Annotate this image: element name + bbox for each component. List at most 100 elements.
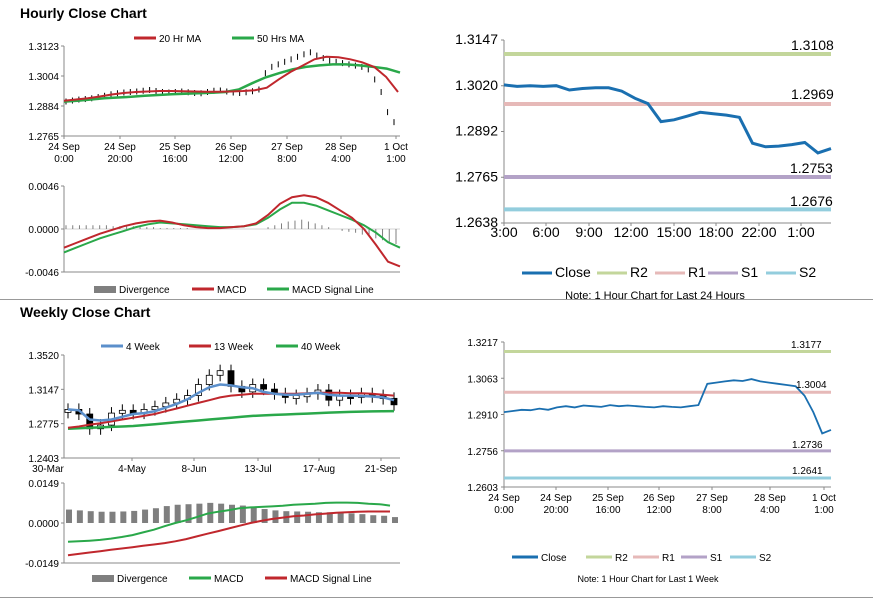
legend-50hrs-ma-label: 50 Hrs MA <box>257 34 305 45</box>
hourly-macd-ytick-label: 0.0000 <box>28 225 59 236</box>
hourly-price-xtick-label: 25 Sep <box>159 142 191 153</box>
series-4-week-line <box>67 383 395 422</box>
weekly-price-xtick-label: 30-Mar <box>32 464 64 475</box>
hourly-price-xtick-label: 0:00 <box>54 154 74 165</box>
weekly-levels-note: Note: 1 Hour Chart for Last 1 Week <box>578 574 719 584</box>
legend-hourly-divergence-label: Divergence <box>119 285 170 296</box>
hourly-macd-ytick-label: -0.0046 <box>25 268 59 279</box>
weekly-levels-level-label: 1.3004 <box>796 380 827 391</box>
weekly-candle <box>205 374 213 385</box>
weekly-divergence-bar <box>142 509 149 523</box>
hourly-levels-legend-close-label: Close <box>555 264 591 280</box>
weekly-divergence-bar <box>98 511 105 523</box>
hourly-levels-xtick-label: 22:00 <box>741 224 776 240</box>
weekly-levels-ytick-label: 1.2910 <box>467 411 498 422</box>
legend-weekly-divergence-label: Divergence <box>117 574 168 585</box>
weekly-levels-xtick-label: 26 Sep <box>643 493 675 504</box>
hourly-price-xtick-label: 24 Sep <box>48 142 80 153</box>
weekly-levels-level-label: 1.2641 <box>792 466 823 477</box>
weekly-divergence-bar <box>196 503 203 523</box>
hourly-price-xtick-label: 20:00 <box>107 154 132 165</box>
weekly-divergence-bar <box>174 504 181 523</box>
legend-13-week-label: 13 Week <box>214 342 254 353</box>
weekly-levels-xtick-label: 1 Oct <box>812 493 836 504</box>
hourly-macd-ytick-label: 0.0046 <box>28 182 59 193</box>
weekly-levels-ytick-label: 1.2756 <box>467 447 498 458</box>
hourly-levels-ytick-label: 1.2892 <box>455 123 498 139</box>
bottom-divider <box>0 597 873 598</box>
weekly-divergence-bar <box>66 509 72 523</box>
hourly-price-xtick-label: 27 Sep <box>271 142 303 153</box>
hourly-levels-level-label: 1.3108 <box>791 37 834 53</box>
hourly-levels-ytick-label: 1.2638 <box>455 214 498 230</box>
weekly-divergence-bar <box>163 506 170 523</box>
hourly-levels-ytick-label: 1.3147 <box>455 31 498 47</box>
weekly-levels-xtick-label: 4:00 <box>760 505 780 516</box>
hourly-levels-ytick-label: 1.3020 <box>455 77 498 93</box>
hourly-levels-close-line <box>503 83 832 155</box>
series-40-week-line <box>67 409 395 431</box>
weekly-divergence-bar <box>131 510 138 523</box>
weekly-levels-level-label: 1.2736 <box>792 440 823 451</box>
weekly-divergence-bar <box>229 504 235 523</box>
weekly-candle <box>216 370 224 376</box>
weekly-levels-legend-s2-label: S2 <box>759 553 772 564</box>
hourly-levels-xtick-label: 6:00 <box>532 224 559 240</box>
weekly-divergence-bar <box>370 515 377 523</box>
hourly-levels-legend-r2-label: R2 <box>630 264 648 280</box>
series-hourly-macd-line <box>63 194 401 268</box>
weekly-levels-legend-s1-label: S1 <box>710 553 723 564</box>
hourly-levels-xtick-label: 1:00 <box>787 224 814 240</box>
weekly-macd-ytick-label: 0.0000 <box>28 519 59 530</box>
weekly-levels-xtick-label: 16:00 <box>595 505 620 516</box>
hourly-levels-ytick-label: 1.2765 <box>455 168 498 184</box>
legend-hourly-divergence-swatch <box>94 286 116 293</box>
hourly-price-xtick-label: 12:00 <box>218 154 243 165</box>
hourly-levels-xtick-label: 15:00 <box>656 224 691 240</box>
hourly-levels-legend-s1-label: S1 <box>741 264 758 280</box>
weekly-levels-ytick-label: 1.3063 <box>467 374 498 385</box>
weekly-divergence-bar <box>392 517 398 523</box>
weekly-candle <box>390 397 398 406</box>
weekly-divergence-bar <box>326 512 333 523</box>
weekly-macd-ytick-label: -0.0149 <box>25 559 59 570</box>
hourly-levels-legend-r1-label: R1 <box>688 264 706 280</box>
weekly-price-xtick-label: 13-Jul <box>244 464 271 475</box>
series-weekly-macd-line <box>67 501 391 543</box>
weekly-levels-ytick-label: 1.3217 <box>467 338 498 349</box>
weekly-divergence-bar <box>305 511 312 523</box>
hourly-levels-level-label: 1.2676 <box>790 193 833 209</box>
weekly-candle <box>151 406 159 411</box>
weekly-price-ytick-label: 1.3520 <box>28 351 59 362</box>
weekly-divergence-bar <box>239 505 246 523</box>
hourly-price-xtick-label: 16:00 <box>162 154 187 165</box>
legend-hourly-macd-label: MACD <box>217 285 246 296</box>
weekly-levels-xtick-label: 24 Sep <box>540 493 572 504</box>
weekly-levels-xtick-label: 0:00 <box>494 505 514 516</box>
weekly-levels-xtick-label: 27 Sep <box>696 493 728 504</box>
weekly-divergence-bar <box>261 509 268 523</box>
weekly-divergence-bar <box>109 511 116 523</box>
hourly-levels-xtick-label: 18:00 <box>698 224 733 240</box>
weekly-candle <box>292 395 300 399</box>
hourly-price-xtick-label: 4:00 <box>331 154 351 165</box>
weekly-price-xtick-label: 21-Sep <box>365 464 398 475</box>
weekly-levels-xtick-label: 12:00 <box>646 505 671 516</box>
section-divider <box>0 299 873 300</box>
weekly-levels-ytick-label: 1.2603 <box>467 483 498 494</box>
weekly-divergence-bar <box>348 513 355 523</box>
weekly-candle <box>260 384 268 390</box>
hourly-price-xtick-label: 24 Sep <box>104 142 136 153</box>
weekly-divergence-bar <box>76 510 83 523</box>
hourly-price-xtick-label: 1:00 <box>386 154 406 165</box>
weekly-price-xtick-label: 8-Jun <box>181 464 206 475</box>
legend-20hr-ma-label: 20 Hr MA <box>159 34 202 45</box>
weekly-levels-xtick-label: 24 Sep <box>488 493 520 504</box>
hourly-price-xtick-label: 1 Oct <box>384 142 408 153</box>
weekly-levels-xtick-label: 8:00 <box>702 505 722 516</box>
hourly-levels-note: Note: 1 Hour Chart for Last 24 Hours <box>565 290 745 302</box>
hourly-price-ytick-label: 1.2765 <box>28 132 59 143</box>
weekly-levels-xtick-label: 28 Sep <box>754 493 786 504</box>
weekly-price-ytick-label: 1.3147 <box>28 385 59 396</box>
